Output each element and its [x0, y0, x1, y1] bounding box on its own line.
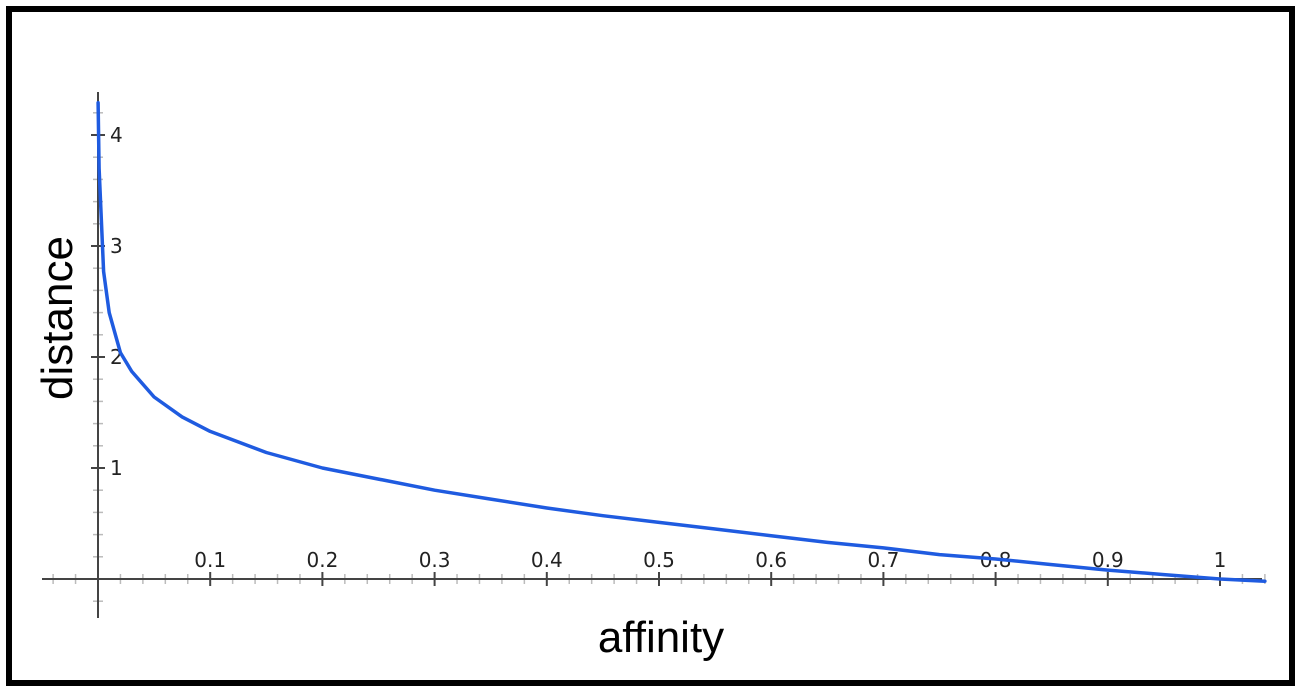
major-ticks	[91, 134, 1221, 586]
y-tick-label: 1	[110, 456, 123, 480]
x-tick-label: 0.6	[755, 548, 787, 572]
x-tick-label: 0.2	[306, 548, 338, 572]
minor-ticks	[52, 112, 1266, 602]
y-axis-title: distance	[33, 236, 82, 400]
x-tick-label: 0.5	[643, 548, 675, 572]
x-axis-title: affinity	[598, 613, 724, 662]
y-tick-label: 3	[110, 234, 123, 258]
x-tick-label: 0.7	[867, 548, 899, 572]
y-tick-label: 4	[110, 123, 123, 147]
x-tick-label: 0.3	[419, 548, 451, 572]
x-tick-label: 0.1	[194, 548, 226, 572]
series-group	[96, 101, 1267, 583]
series-line	[96, 101, 1267, 583]
x-tick-label: 0.4	[531, 548, 563, 572]
x-tick-label: 1	[1214, 548, 1227, 572]
chart-frame: 0.1 0.2 0.3 0.4 0.5 0.6 0.7 0.8 0.9 1 1 2 3 4 affinit…	[6, 6, 1295, 686]
